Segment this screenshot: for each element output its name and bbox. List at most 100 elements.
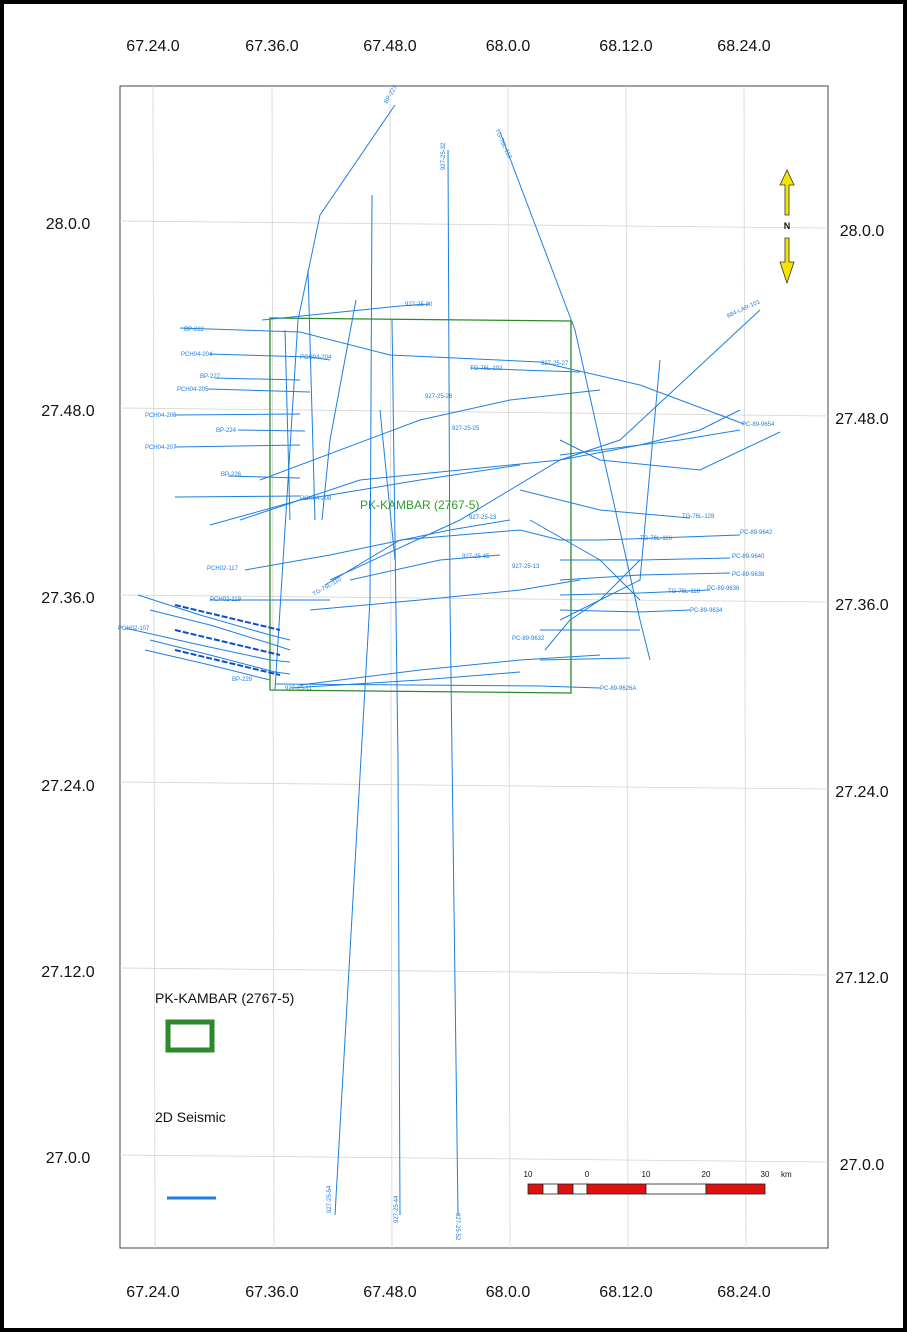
line-label: BP-224	[216, 428, 237, 434]
line-label: PC-89-9638	[732, 572, 765, 578]
seismic-line	[334, 194, 373, 1216]
top-tick: 68.12.0	[599, 38, 652, 55]
line-label: BP-229	[232, 677, 253, 683]
line-label: 927-25-44	[394, 1195, 400, 1223]
seismic-line	[307, 269, 316, 521]
line-label: 927-25-45	[462, 554, 490, 560]
seismic-lines	[124, 104, 781, 1216]
line-label: 927-25-26	[425, 394, 453, 400]
seismic-line	[174, 444, 301, 448]
scale-label: 20	[702, 1170, 711, 1179]
line-label: TG-76L-116	[640, 536, 673, 542]
seismic-line	[544, 559, 641, 651]
right-tick: 27.12.0	[835, 970, 888, 987]
bottom-tick: 68.24.0	[717, 1284, 770, 1301]
kambar-block-label: PK-KAMBAR (2767-5)	[360, 498, 479, 512]
seismic-line	[274, 683, 601, 689]
seismic-line	[239, 409, 741, 521]
seismic-line	[324, 529, 561, 586]
bottom-tick: 67.36.0	[245, 1284, 298, 1301]
scale-bar: 10 0 10 20 30 km	[524, 1170, 792, 1195]
north-arrow: N	[779, 169, 795, 285]
line-label: BP-222	[184, 327, 205, 333]
seismic-line	[284, 329, 291, 521]
line-label: 927-25-11	[285, 686, 313, 692]
legend-block-title: PK-KAMBAR (2767-5)	[155, 990, 294, 1006]
seismic-line	[289, 671, 521, 689]
seismic-line	[321, 299, 357, 521]
right-tick: 27.0.0	[840, 1157, 885, 1174]
left-tick: 28.0.0	[46, 216, 91, 233]
graticule	[119, 85, 829, 1249]
scale-unit: km	[781, 1170, 792, 1179]
line-label: PC-89-9636	[707, 586, 740, 592]
seismic-line	[149, 639, 291, 675]
left-tick: 27.48.0	[41, 403, 94, 420]
right-tick: 27.48.0	[835, 411, 888, 428]
line-label: PC-89-9640	[732, 554, 765, 560]
seismic-line	[299, 654, 601, 686]
seismic-line	[469, 367, 581, 373]
left-tick: 27.0.0	[46, 1150, 91, 1167]
line-label: PCH02-107	[118, 626, 150, 632]
seismic-line	[519, 489, 691, 519]
left-axis: 28.0.0 27.48.0 27.36.0 27.24.0 27.12.0 2…	[41, 216, 94, 1167]
line-label: 927-25-13	[512, 564, 540, 570]
left-tick: 27.24.0	[41, 778, 94, 795]
legend-block-swatch	[165, 1019, 215, 1053]
top-tick: 68.24.0	[717, 38, 770, 55]
seismic-line	[309, 579, 581, 611]
top-tick: 67.24.0	[126, 38, 179, 55]
line-label: PCH02-117	[207, 566, 239, 572]
seismic-line	[559, 359, 661, 621]
seismic-line	[207, 388, 311, 393]
scale-label: 0	[585, 1170, 590, 1179]
seismic-line	[244, 519, 511, 571]
line-label: 927-25-23	[469, 515, 497, 521]
seismic-line	[174, 413, 301, 416]
line-label: BP-226	[221, 472, 242, 478]
seismic-line	[149, 609, 291, 651]
line-label: 927-25-54	[327, 1185, 333, 1213]
seismic-line	[447, 149, 459, 1216]
scale-label: 10	[642, 1170, 651, 1179]
line-label: PC-89-9634	[690, 608, 723, 614]
seismic-line	[144, 649, 271, 681]
top-tick: 67.48.0	[363, 38, 416, 55]
seismic-line	[560, 534, 741, 541]
seismic-line	[209, 464, 521, 526]
seismic-overlay	[174, 604, 281, 676]
scale-label: 10	[524, 1170, 533, 1179]
line-label: PC-89-9642	[740, 530, 773, 536]
line-label: TG-76L-118	[668, 589, 701, 595]
seismic-line	[214, 377, 301, 381]
line-label: PCH04-206	[145, 413, 177, 419]
seismic-line	[237, 429, 306, 432]
bottom-tick: 67.48.0	[363, 1284, 416, 1301]
top-axis: 67.24.0 67.36.0 67.48.0 68.0.0 68.12.0 6…	[126, 38, 770, 55]
seismic-line	[539, 657, 631, 661]
seismic-line	[559, 429, 741, 456]
line-label: PCH04-207	[145, 445, 177, 451]
line-label: 927-25-30	[405, 302, 433, 308]
north-letter: N	[784, 221, 791, 231]
right-tick: 27.24.0	[835, 784, 888, 801]
seismic-line	[499, 131, 651, 661]
seismic-line	[559, 609, 691, 613]
line-label: BP-227	[200, 374, 221, 380]
bottom-tick: 68.0.0	[486, 1284, 531, 1301]
seismic-line	[261, 303, 431, 321]
bottom-axis: 67.24.0 67.36.0 67.48.0 68.0.0 68.12.0 6…	[126, 1284, 770, 1301]
line-label: PC-89-9626A	[600, 686, 636, 692]
line-label: 927-25-25	[452, 426, 480, 432]
line-label: 927-25-32	[441, 142, 447, 170]
line-label: TG-76L-102	[470, 366, 503, 372]
line-label: PCH04-204	[300, 355, 332, 361]
legend-seismic-title: 2D Seismic	[155, 1109, 226, 1125]
line-label: PCH04-204	[181, 352, 213, 358]
left-tick: 27.12.0	[41, 964, 94, 981]
right-tick: 28.0.0	[840, 223, 885, 240]
line-label: PCH04-208	[300, 496, 332, 502]
seismic-line	[227, 475, 301, 479]
